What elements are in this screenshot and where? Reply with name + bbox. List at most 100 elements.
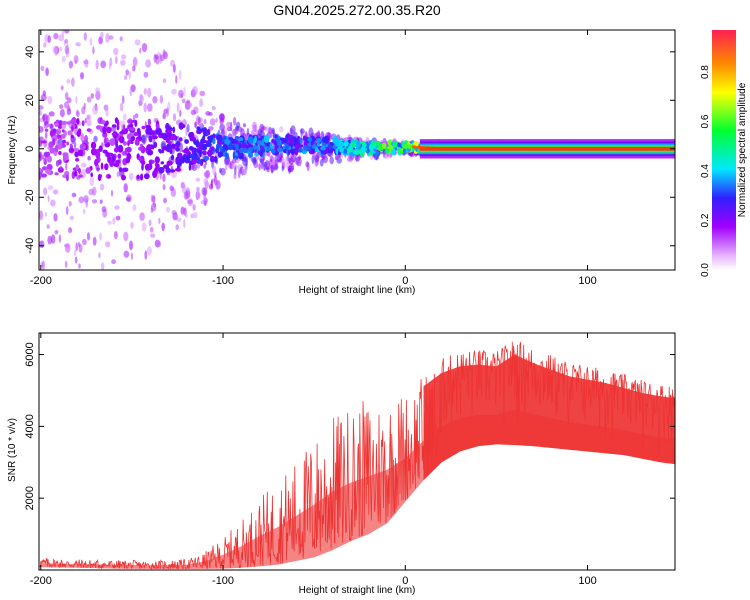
band-speck (68, 147, 75, 154)
noise-speck (290, 154, 297, 163)
noise-speck (78, 196, 85, 204)
ridge-point (548, 147, 554, 151)
band-speck (111, 124, 117, 128)
noise-speck (183, 218, 186, 229)
band-speck (182, 155, 186, 163)
noise-speck (80, 72, 84, 80)
noise-speck (125, 69, 129, 76)
band-speck (90, 148, 97, 156)
band-speck (381, 142, 387, 150)
ridge-point (630, 147, 636, 151)
noise-speck (47, 185, 54, 191)
noise-speck (183, 191, 189, 200)
noise-speck (59, 46, 63, 52)
band-speck (217, 151, 224, 158)
noise-speck (215, 117, 218, 123)
band-speck (203, 155, 210, 161)
ridge-point (257, 140, 262, 146)
noise-speck (281, 156, 285, 166)
band-speck (147, 149, 154, 156)
noise-speck (205, 111, 211, 116)
x-tick-label: 100 (578, 575, 596, 587)
band-speck (90, 172, 93, 178)
ridge-point (188, 146, 194, 151)
noise-speck (196, 115, 201, 125)
noise-speck (123, 183, 128, 193)
ridge-point (639, 147, 645, 151)
band-speck (98, 145, 103, 152)
noise-speck (179, 109, 182, 117)
ridge-point (530, 147, 536, 151)
noise-speck (288, 157, 292, 164)
band-speck (134, 138, 140, 146)
ridge-point (462, 147, 467, 151)
band-speck (113, 162, 120, 167)
band-speck (99, 174, 103, 178)
ridge-point (662, 147, 668, 151)
band-speck (209, 135, 213, 139)
ridge-point (298, 147, 303, 153)
ridge-point (598, 147, 604, 151)
ridge-point (644, 147, 650, 151)
band-speck (105, 120, 109, 126)
noise-speck (308, 127, 314, 138)
noise-speck (123, 231, 129, 242)
noise-speck (120, 59, 126, 66)
band-speck (392, 140, 399, 146)
noise-speck (347, 157, 353, 162)
ridge-point (166, 147, 171, 153)
noise-speck (306, 162, 310, 172)
noise-speck (162, 173, 166, 182)
band-speck (183, 147, 190, 154)
noise-speck (172, 113, 177, 122)
noise-speck (120, 54, 127, 60)
band-speck (263, 134, 270, 143)
ridge-point (216, 143, 221, 149)
noise-speck (260, 161, 264, 170)
ridge-point (193, 140, 199, 146)
band-speck (61, 120, 68, 125)
band-speck (141, 160, 146, 166)
band-speck (39, 126, 44, 133)
band-speck (176, 152, 183, 159)
noise-speck (230, 121, 233, 132)
band-speck (254, 152, 259, 157)
spectrogram-frame (38, 29, 676, 271)
noise-speck (50, 234, 56, 244)
ridge-point (448, 147, 454, 151)
band-speck (109, 138, 116, 146)
ridge-point (562, 147, 568, 151)
noise-speck (202, 187, 207, 197)
band-speck (71, 125, 74, 132)
band-speck (130, 136, 134, 143)
noise-speck (59, 104, 64, 109)
noise-speck (82, 208, 86, 215)
band-speck (199, 158, 205, 163)
colorbar-tick-label: 0.6 (700, 114, 711, 128)
band-speck (65, 154, 69, 161)
ridge-point (361, 142, 367, 148)
noise-speck (99, 183, 105, 191)
ridge-point (243, 148, 249, 153)
band-speck (73, 148, 80, 152)
band-speck (169, 169, 176, 173)
band-speck (163, 164, 170, 170)
ridge-point (603, 147, 609, 151)
ridge-point (453, 147, 458, 151)
noise-speck (47, 235, 52, 245)
band-speck (174, 167, 182, 172)
ridge-point (339, 147, 344, 153)
band-speck (154, 156, 160, 164)
noise-speck (146, 246, 152, 256)
noise-speck (113, 231, 118, 240)
ridge-point (658, 147, 663, 151)
noise-speck (233, 116, 237, 126)
ridge-point (466, 147, 472, 151)
noise-speck (47, 95, 53, 105)
ridge-point (170, 143, 176, 149)
noise-speck (252, 127, 255, 137)
noise-speck (61, 56, 66, 63)
noise-speck (171, 88, 177, 95)
x-tick-label: 0 (402, 575, 408, 587)
ridge-point (557, 147, 563, 151)
